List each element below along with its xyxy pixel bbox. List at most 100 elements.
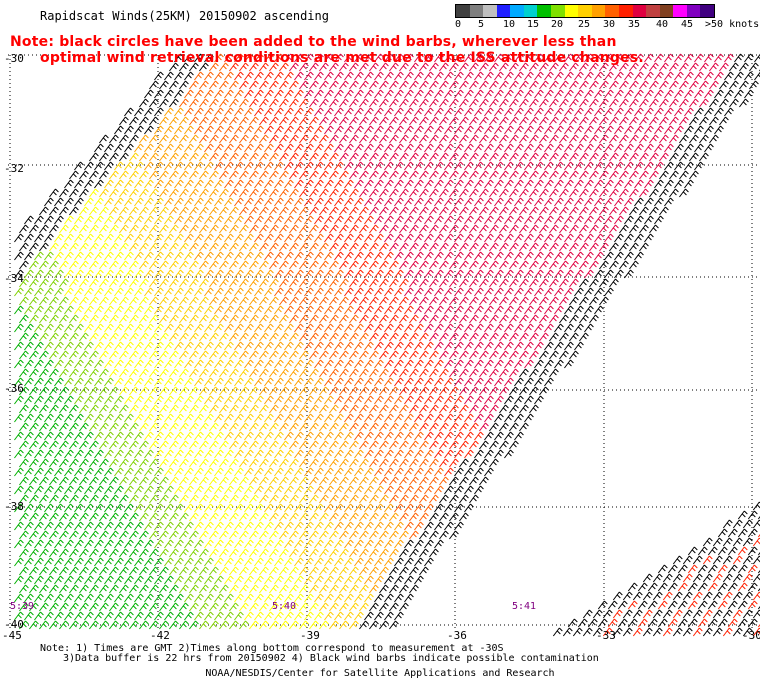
wind-barb: [24, 485, 34, 495]
wind-barb: [49, 278, 59, 288]
wind-barb: [534, 143, 544, 153]
wind-barb: [89, 548, 99, 558]
wind-barb: [299, 368, 309, 378]
wind-barb: [564, 125, 574, 135]
wind-barb: [289, 116, 299, 126]
wind-barb: [429, 530, 439, 540]
wind-barb: [684, 107, 694, 117]
wind-barb: [329, 332, 339, 342]
wind-barb: [544, 323, 554, 333]
wind-barb: [384, 503, 394, 513]
wind-barb: [579, 296, 589, 306]
wind-barb: [274, 197, 284, 207]
wind-barb: [519, 224, 529, 234]
wind-barb: [659, 116, 669, 126]
wind-barb: [184, 359, 194, 369]
wind-barb: [379, 440, 389, 450]
wind-barb: [204, 521, 214, 531]
wind-barb: [524, 323, 534, 333]
wind-barb: [309, 242, 319, 252]
wind-barb: [737, 546, 748, 556]
wind-barb: [737, 528, 748, 538]
wind-barb: [539, 188, 549, 198]
wind-barb: [184, 287, 194, 297]
wind-barb: [74, 359, 84, 369]
wind-barb: [279, 296, 289, 306]
wind-barb: [619, 134, 629, 144]
wind-barb: [359, 242, 369, 252]
wind-barb: [694, 71, 704, 81]
wind-barb: [384, 377, 394, 387]
wind-barb: [584, 179, 594, 189]
wind-barb: [534, 107, 544, 117]
wind-barb: [732, 537, 743, 547]
wind-barb: [59, 620, 69, 630]
wind-barb: [404, 125, 414, 135]
wind-barb: [109, 260, 119, 270]
wind-barb: [509, 332, 519, 342]
wind-barb: [269, 494, 279, 504]
legend-tick: 10: [503, 19, 516, 30]
wind-barb: [364, 269, 374, 279]
wind-barb: [722, 591, 733, 601]
wind-barb: [144, 251, 154, 261]
wind-barb: [599, 278, 609, 288]
wind-barb: [369, 332, 379, 342]
wind-barb: [229, 62, 239, 72]
wind-barb: [359, 440, 369, 450]
wind-barb: [234, 449, 244, 459]
wind-barb: [144, 485, 154, 495]
wind-barb: [119, 458, 129, 468]
wind-barb: [49, 296, 59, 306]
wind-barb: [424, 179, 434, 189]
wind-barb: [579, 224, 589, 234]
wind-barb: [159, 332, 169, 342]
wind-barb: [104, 503, 114, 513]
wind-barb: [99, 242, 109, 252]
wind-barb: [184, 107, 194, 117]
wind-barb: [64, 485, 74, 495]
wind-barb: [324, 143, 334, 153]
wind-barb: [494, 143, 504, 153]
wind-barb: [199, 242, 209, 252]
wind-barb: [99, 224, 109, 234]
wind-barb: [329, 350, 339, 360]
wind-barb: [214, 53, 224, 63]
wind-barb: [274, 143, 284, 153]
wind-barb: [379, 620, 389, 630]
wind-barb: [84, 323, 94, 333]
wind-barb: [134, 305, 144, 315]
wind-barb: [109, 350, 119, 360]
wind-barb: [484, 107, 494, 117]
wind-barb: [404, 485, 414, 495]
wind-barb: [209, 440, 219, 450]
wind-barb: [39, 548, 49, 558]
wind-barb: [504, 179, 514, 189]
wind-barb: [314, 485, 324, 495]
wind-barb: [204, 539, 214, 549]
wind-barb: [569, 170, 579, 180]
wind-barb: [159, 512, 169, 522]
wind-barb: [259, 206, 269, 216]
wind-barb: [44, 215, 54, 225]
wind-barb: [344, 449, 354, 459]
wind-barb: [239, 512, 249, 522]
wind-barb: [259, 188, 269, 198]
wind-barb: [239, 440, 249, 450]
wind-barb: [184, 503, 194, 513]
wind-barb: [369, 566, 379, 576]
wind-barb: [209, 278, 219, 288]
wind-barb: [639, 242, 649, 252]
wind-barb: [329, 170, 339, 180]
wind-barb: [429, 458, 439, 468]
wind-barb: [594, 71, 604, 81]
wind-barb: [364, 125, 374, 135]
wind-barb: [614, 215, 624, 225]
wind-barb: [284, 575, 294, 585]
wind-barb: [39, 440, 49, 450]
wind-barb: [94, 143, 104, 153]
wind-barb: [534, 395, 544, 405]
wind-barb: [489, 314, 499, 324]
wind-barb: [399, 566, 409, 576]
wind-barb: [504, 89, 514, 99]
